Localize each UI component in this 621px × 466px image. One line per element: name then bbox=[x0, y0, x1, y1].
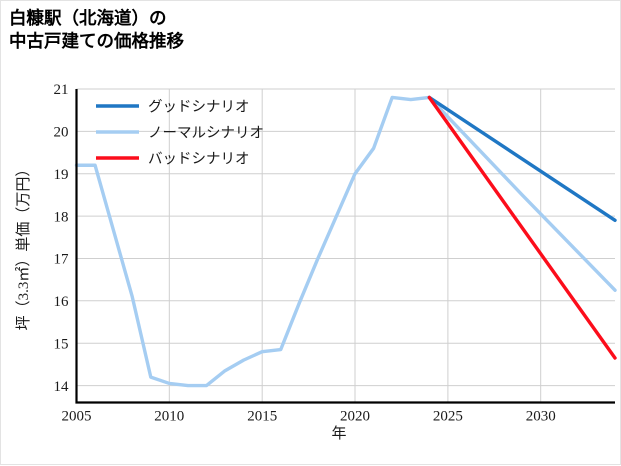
axis-lines bbox=[75, 89, 615, 404]
x-tick-label: 2010 bbox=[154, 409, 184, 425]
y-tick-label: 21 bbox=[54, 82, 69, 98]
y-tick-label: 17 bbox=[54, 252, 70, 268]
series-lines bbox=[74, 95, 617, 388]
y-tick-label: 20 bbox=[54, 125, 69, 141]
gridlines bbox=[76, 88, 615, 387]
series-line bbox=[74, 95, 617, 388]
y-tick-label: 16 bbox=[54, 294, 70, 310]
x-tick-label: 2025 bbox=[433, 409, 463, 425]
y-axis-title: 坪（3.3㎡）単価（万円） bbox=[15, 162, 32, 331]
page-title: 白糠駅（北海道）の 中古戸建ての価格推移 bbox=[9, 8, 184, 52]
x-axis-title: 年 bbox=[331, 425, 346, 442]
y-axis-tick-labels: 14 15 16 17 18 19 20 21 bbox=[54, 82, 70, 395]
legend-label: バッドシナリオ bbox=[148, 152, 250, 168]
legend-label: グッドシナリオ bbox=[148, 99, 250, 116]
legend-label: ノーマルシナリオ bbox=[148, 126, 264, 142]
x-tick-label: 2015 bbox=[247, 409, 277, 425]
series-line bbox=[427, 95, 617, 223]
x-tick-label: 2005 bbox=[62, 409, 92, 425]
series-line bbox=[427, 95, 617, 360]
y-tick-label: 14 bbox=[54, 379, 70, 395]
y-tick-label: 18 bbox=[54, 209, 69, 225]
x-tick-label: 2020 bbox=[340, 409, 370, 425]
y-tick-label: 19 bbox=[54, 167, 69, 183]
y-tick-label: 15 bbox=[54, 336, 69, 352]
x-tick-label: 2030 bbox=[526, 409, 556, 425]
x-axis-tick-labels: 2005 2010 2015 2020 2025 2030 bbox=[62, 409, 556, 425]
